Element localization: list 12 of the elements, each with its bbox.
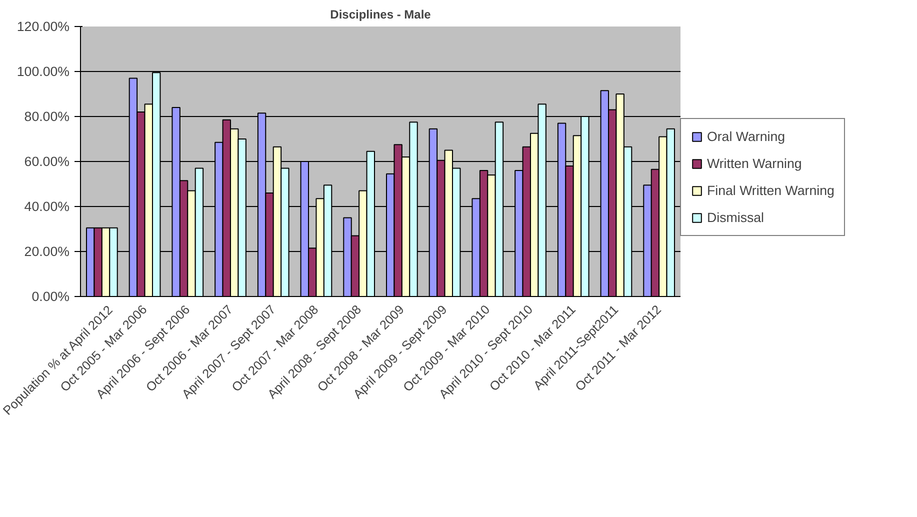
- y-tick-label: 20.00%: [24, 244, 70, 259]
- legend-label: Oral Warning: [707, 129, 786, 144]
- y-tick-label: 120.00%: [16, 19, 70, 34]
- y-tick-label: 100.00%: [16, 64, 70, 79]
- legend-label: Final Written Warning: [707, 183, 834, 198]
- y-tick-label: 60.00%: [24, 154, 70, 169]
- chart-title: Disciplines - Male: [330, 8, 432, 22]
- y-tick-label: 0.00%: [32, 289, 70, 304]
- y-tick-label: 40.00%: [24, 199, 70, 214]
- y-tick-label: 80.00%: [24, 109, 70, 124]
- legend-label: Written Warning: [707, 156, 802, 171]
- legend-label: Dismissal: [707, 210, 764, 225]
